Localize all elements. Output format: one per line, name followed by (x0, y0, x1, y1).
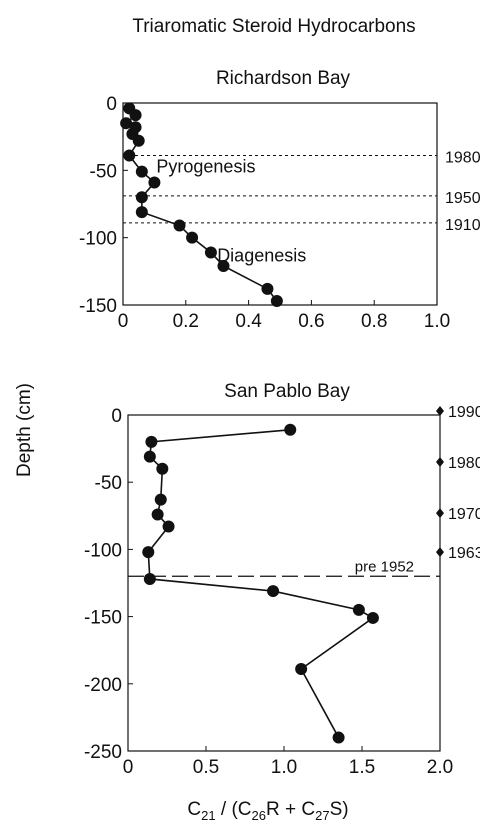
data-point (151, 508, 164, 521)
y-tick-label: -150 (84, 608, 122, 629)
figure-title: Triaromatic Steroid Hydrocarbons (132, 16, 415, 37)
data-point (129, 109, 142, 122)
data-point (204, 246, 217, 259)
x-tick-label: 0.8 (361, 311, 387, 332)
annotation-label: Diagenesis (217, 245, 306, 265)
san-pablo-bay-panel: San Pablo Bay 0 0.5 1.0 1.5 2.0 0 -50 -100 -150 -2… (84, 381, 480, 778)
x-tick-label: 1.0 (271, 757, 297, 778)
x-label-part-close: S) (330, 799, 349, 820)
data-point (132, 134, 145, 147)
date-marker (436, 405, 444, 416)
date-marker-label: 1990 (448, 404, 480, 421)
y-tick-label: -150 (79, 296, 117, 317)
panel-title: Richardson Bay (216, 68, 351, 89)
data-point (154, 493, 167, 506)
x-tick-label: 0.4 (235, 311, 262, 332)
x-label-sub-27: 27 (315, 808, 329, 823)
x-tick-label: 1.5 (349, 757, 375, 778)
data-point (270, 294, 283, 307)
reference-line-label: 1950 (445, 190, 480, 207)
plot-frame (122, 102, 438, 306)
date-marker (436, 457, 444, 468)
data-point (332, 731, 345, 744)
x-tick-label: 0 (123, 757, 134, 778)
y-tick-label: -250 (84, 742, 122, 763)
data-point (186, 231, 199, 244)
annotation-label: Pyrogenesis (156, 156, 255, 176)
data-point (261, 282, 274, 295)
data-point (135, 191, 148, 204)
series-line (124, 107, 278, 302)
y-tick-label: -200 (84, 675, 122, 696)
reference-line-label: 1910 (445, 217, 480, 234)
reference-line-label: 1980 (445, 150, 480, 167)
data-point (162, 520, 175, 533)
panel-title: San Pablo Bay (224, 381, 350, 402)
x-tick-label: 0 (118, 311, 129, 332)
data-point (135, 206, 148, 219)
data-point (145, 435, 158, 448)
data-point (135, 165, 148, 178)
x-label-part-c: C (187, 799, 201, 820)
x-label-sub-26: 26 (252, 808, 266, 823)
data-point (120, 117, 133, 130)
y-tick-label: 0 (106, 94, 117, 115)
data-point (143, 450, 156, 463)
data-point (143, 572, 156, 585)
date-marker-label: 1963 (448, 545, 480, 562)
data-point (123, 149, 136, 162)
x-tick-label: 1.0 (424, 311, 450, 332)
plot-frame (127, 414, 441, 752)
data-point (366, 611, 379, 624)
data-point (267, 585, 280, 598)
y-tick-label: 0 (111, 406, 122, 427)
y-tick-label: -50 (90, 161, 117, 182)
date-marker (436, 547, 444, 558)
date-marker (436, 508, 444, 519)
x-label-part-open: / (C (216, 799, 252, 820)
shared-y-axis-label: Depth (cm) (14, 383, 35, 477)
y-tick-label: -100 (79, 229, 117, 250)
data-point (217, 259, 230, 272)
date-marker-label: 1980 (448, 455, 480, 472)
x-tick-label: 0.5 (193, 757, 219, 778)
richardson-bay-panel: Richardson Bay 0 0.2 0.4 0.6 0.8 1.0 0 -50 -100 -1… (79, 68, 480, 332)
data-point (148, 176, 161, 189)
data-point (173, 219, 186, 232)
data-point (156, 462, 169, 475)
x-tick-label: 2.0 (427, 757, 453, 778)
x-tick-label: 0.6 (298, 311, 324, 332)
reference-line-label: pre 1952 (355, 558, 414, 575)
y-tick-label: -100 (84, 540, 122, 561)
shared-x-axis-label: C21 / (C26R + C27S) (187, 799, 348, 823)
x-label-part-plus: R + C (266, 799, 315, 820)
series-line (147, 428, 375, 738)
date-marker-label: 1970 (448, 506, 480, 523)
x-tick-label: 0.2 (173, 311, 199, 332)
data-point (284, 423, 297, 436)
data-point (295, 663, 308, 676)
data-point (352, 603, 365, 616)
data-point (142, 546, 155, 559)
x-label-sub-21: 21 (201, 808, 215, 823)
y-tick-label: -50 (95, 473, 122, 494)
